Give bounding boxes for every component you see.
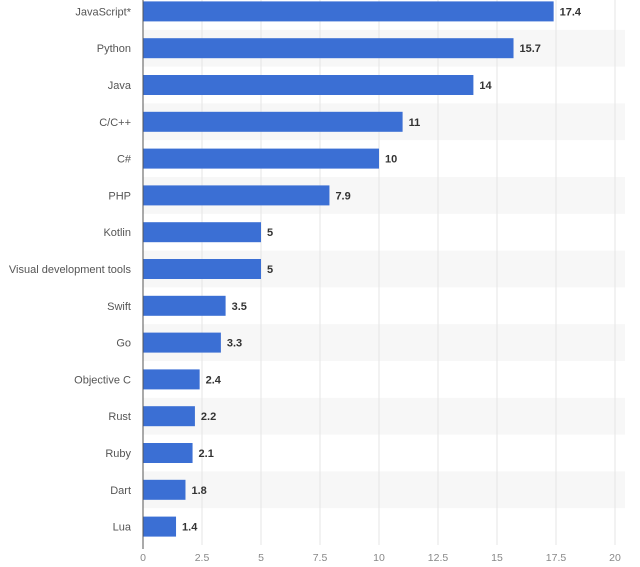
value-label: 7.9 bbox=[335, 190, 350, 202]
x-tick-label: 5 bbox=[258, 552, 264, 564]
bar bbox=[143, 75, 474, 95]
bar bbox=[143, 295, 226, 316]
value-label: 5 bbox=[267, 227, 273, 239]
row-band bbox=[143, 397, 625, 435]
value-label: 3.3 bbox=[227, 338, 242, 350]
category-label: C# bbox=[117, 154, 132, 166]
value-label: 2.2 bbox=[201, 411, 216, 423]
value-label: 11 bbox=[409, 117, 421, 129]
bar bbox=[143, 443, 193, 463]
x-tick-label: 0 bbox=[140, 552, 146, 564]
category-label: C/C++ bbox=[99, 117, 131, 129]
bar bbox=[143, 148, 379, 169]
bar bbox=[143, 516, 177, 537]
row-band bbox=[143, 324, 625, 361]
bar bbox=[143, 38, 514, 59]
category-label: Kotlin bbox=[103, 227, 131, 239]
bar bbox=[143, 1, 554, 22]
bar bbox=[143, 259, 261, 279]
bar bbox=[143, 369, 200, 390]
value-label: 10 bbox=[385, 154, 397, 166]
category-label: Go bbox=[116, 338, 131, 350]
bar bbox=[143, 332, 221, 353]
category-label: Rust bbox=[108, 411, 131, 423]
value-labels: 17.4 15.7 14 11 10 7.9 5 5 3.5 3.3 2.4 2.2 2.1 1.8 1.4 bbox=[182, 6, 582, 533]
value-label: 14 bbox=[479, 80, 492, 92]
row-band bbox=[143, 471, 625, 509]
value-label: 17.4 bbox=[560, 6, 582, 18]
x-tick-label: 20 bbox=[609, 552, 621, 564]
bars bbox=[143, 1, 554, 537]
bar bbox=[143, 406, 195, 427]
x-tick-label: 2.5 bbox=[195, 552, 210, 564]
value-label: 3.5 bbox=[232, 301, 247, 313]
category-labels: JavaScript* Python Java C/C++ C# PHP Kotlin Vis… bbox=[9, 6, 132, 533]
value-label: 1.8 bbox=[191, 485, 206, 497]
category-label: Lua bbox=[113, 522, 132, 534]
value-label: 2.1 bbox=[199, 448, 214, 460]
category-label: Dart bbox=[110, 485, 131, 497]
value-label: 2.4 bbox=[206, 374, 222, 386]
category-label: Java bbox=[108, 80, 132, 92]
row-bands bbox=[143, 29, 625, 509]
value-label: 1.4 bbox=[182, 522, 198, 534]
bar bbox=[143, 479, 186, 500]
value-label: 15.7 bbox=[520, 43, 541, 55]
category-label: Objective C bbox=[74, 374, 131, 386]
category-label: Swift bbox=[107, 301, 131, 313]
bar bbox=[143, 185, 330, 206]
value-label: 5 bbox=[267, 264, 273, 276]
x-tick-labels: 0 2.5 5 7.5 10 12.5 15 17.5 20 bbox=[140, 552, 621, 564]
x-tick-label: 15 bbox=[491, 552, 503, 564]
x-tick-label: 7.5 bbox=[313, 552, 328, 564]
x-tick-label: 10 bbox=[373, 552, 385, 564]
category-label: PHP bbox=[108, 190, 131, 202]
x-tick-label: 12.5 bbox=[428, 552, 449, 564]
category-label: Python bbox=[97, 43, 131, 55]
category-label: Visual development tools bbox=[9, 264, 132, 276]
bar bbox=[143, 111, 403, 132]
category-label: Ruby bbox=[105, 448, 131, 460]
category-label: JavaScript* bbox=[75, 6, 131, 18]
bar bbox=[143, 222, 261, 243]
x-tick-label: 17.5 bbox=[546, 552, 567, 564]
